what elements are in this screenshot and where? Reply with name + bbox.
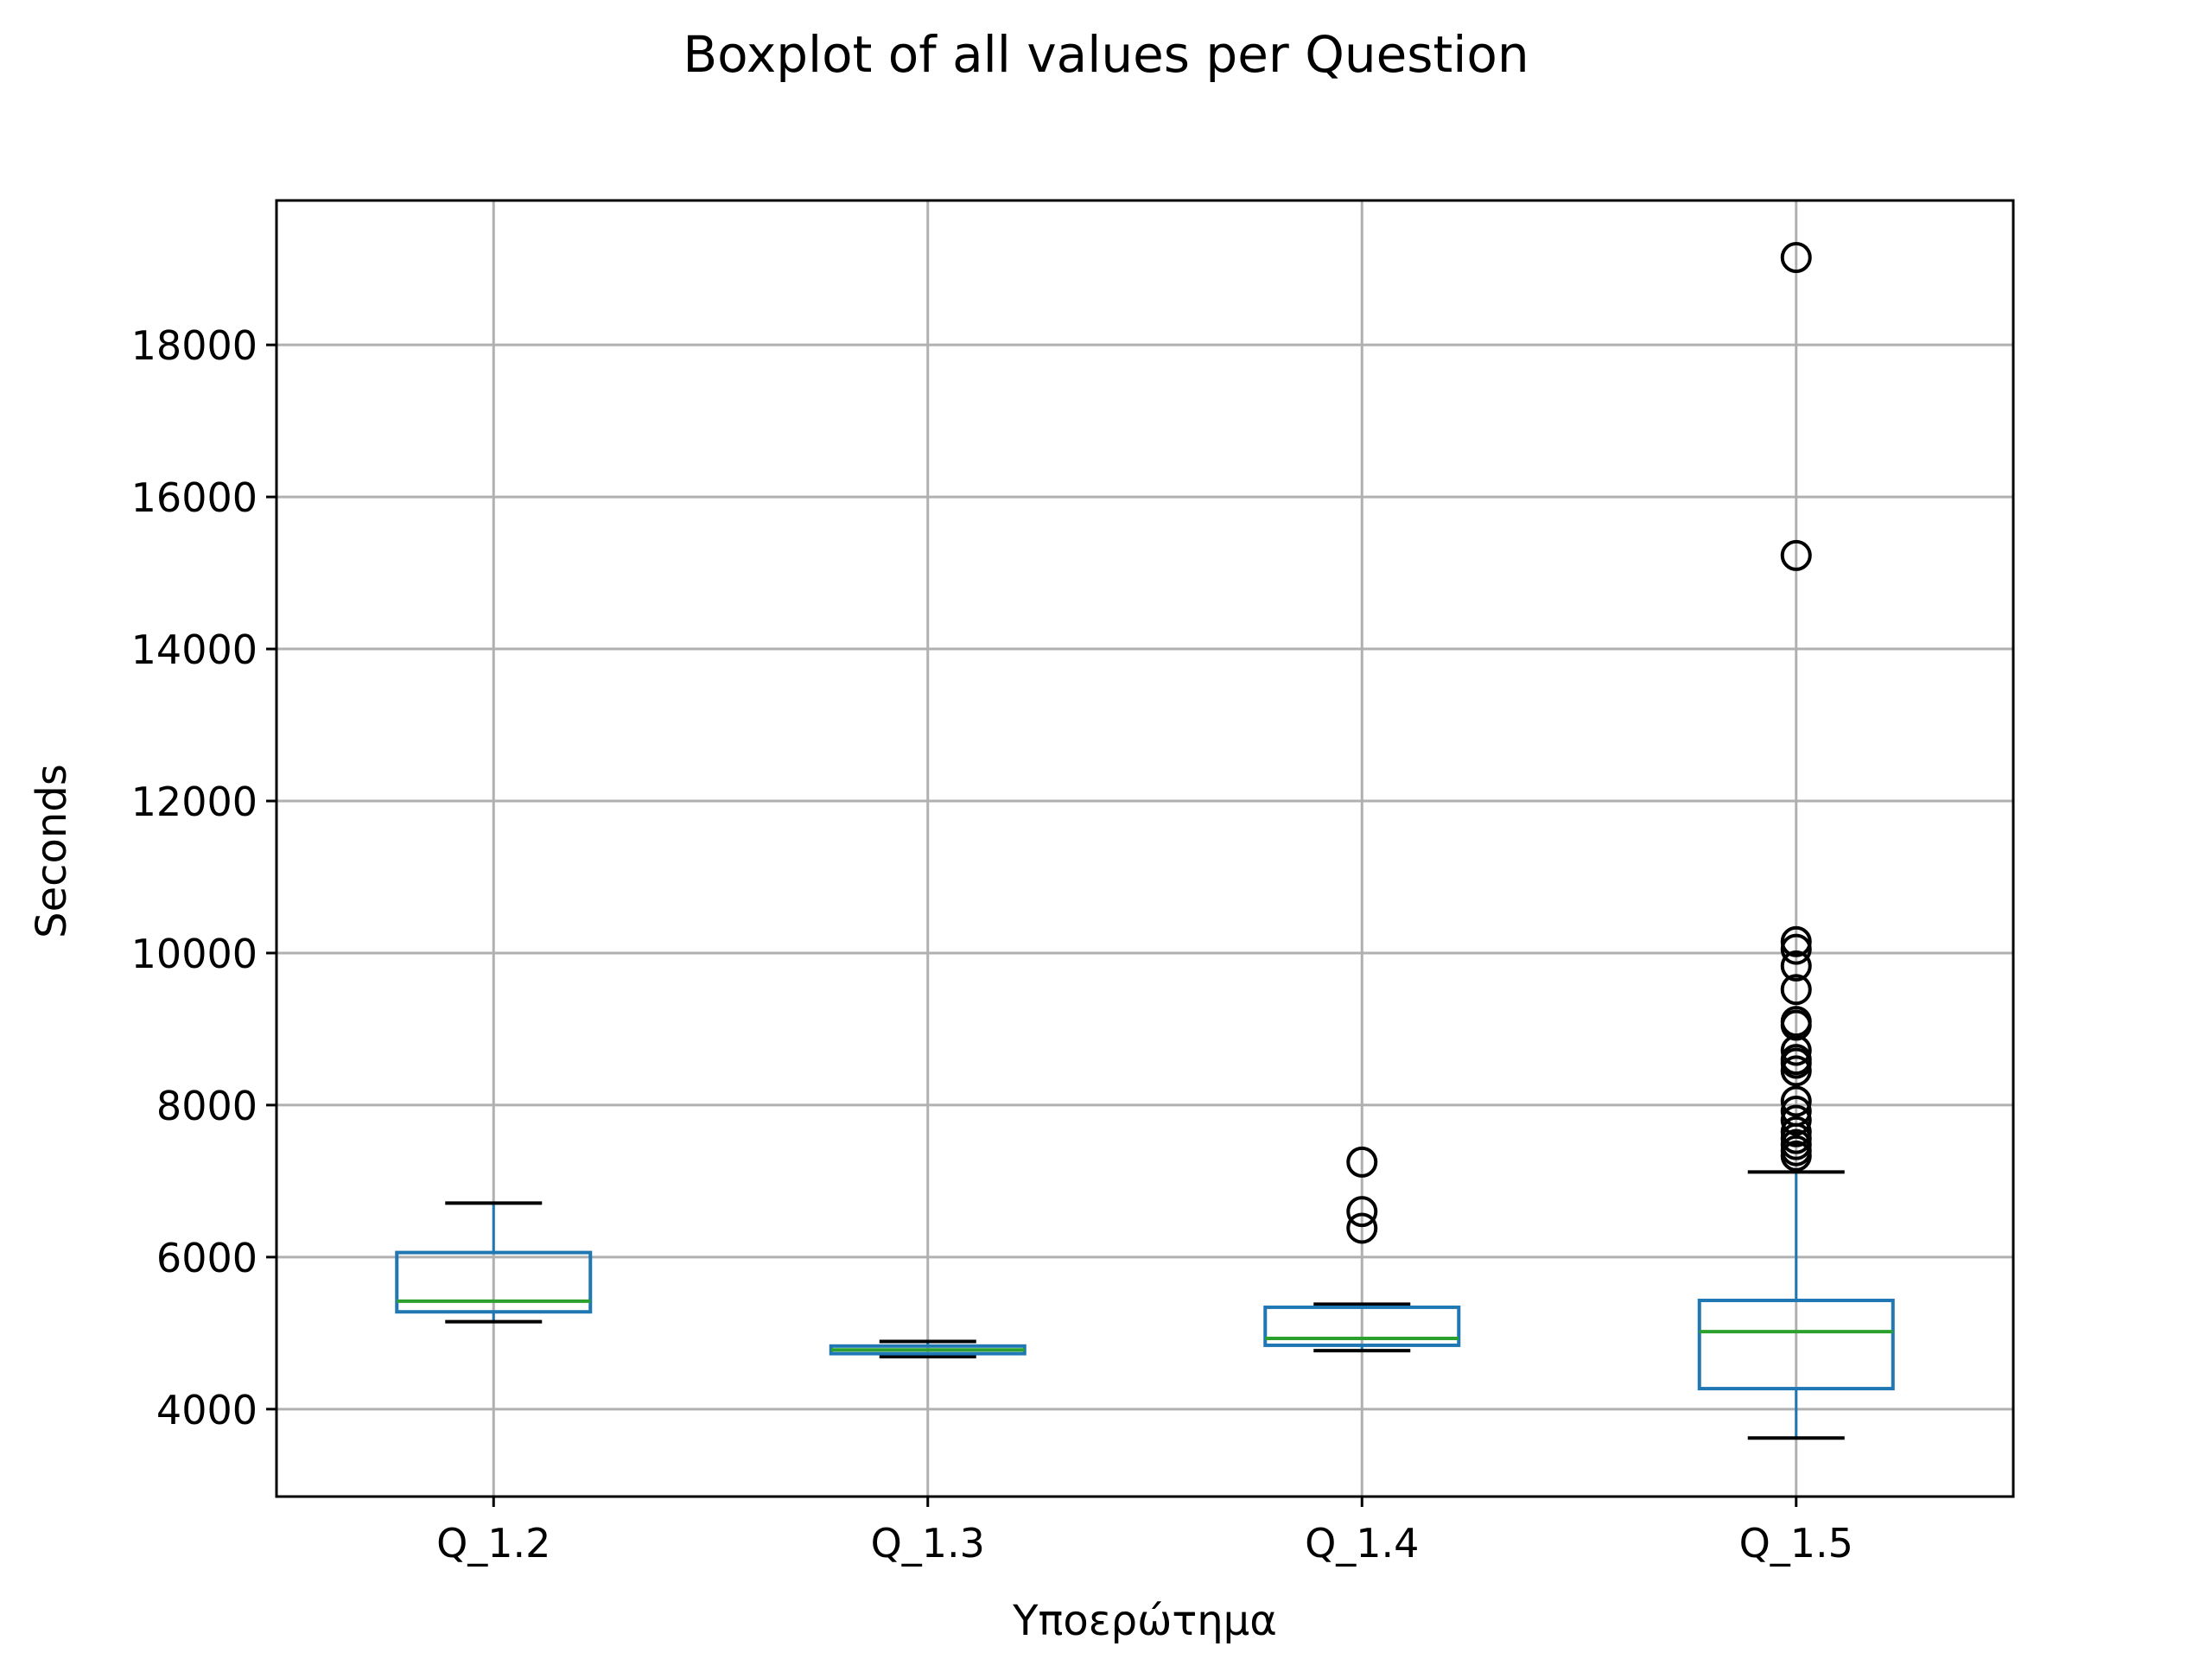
iqr-box [1697, 1299, 1895, 1391]
iqr-box [395, 1250, 593, 1314]
chart-title: Boxplot of all values per Question [683, 25, 1529, 84]
outlier-point [1780, 1044, 1812, 1076]
y-tick-label: 12000 [131, 779, 257, 825]
box-group [1697, 241, 1895, 1440]
iqr-box [1263, 1305, 1461, 1347]
grid-lines [276, 200, 2013, 1497]
outlier-point [1780, 1095, 1812, 1127]
y-axis-ticks: 4000 6000 8000 10000 12000 14000 16000 18000 [131, 322, 276, 1433]
outlier-point [1346, 1146, 1378, 1178]
y-tick-label: 14000 [131, 626, 257, 673]
outlier-point [1780, 1006, 1812, 1038]
y-tick-label: 8000 [156, 1083, 257, 1129]
box-group [395, 1201, 593, 1324]
y-tick-label: 10000 [131, 931, 257, 977]
x-tick-label: Q_1.5 [1739, 1520, 1853, 1567]
outlier-point [1780, 933, 1812, 965]
box-group [1263, 1146, 1461, 1353]
outlier-point [1780, 241, 1812, 273]
box-group [829, 1339, 1027, 1359]
y-tick-label: 16000 [131, 474, 257, 521]
y-tick-label: 4000 [156, 1387, 257, 1433]
x-tick-label: Q_1.3 [871, 1520, 985, 1567]
boxes [395, 241, 1895, 1440]
x-tick-label: Q_1.4 [1305, 1520, 1419, 1567]
outlier-point [1346, 1196, 1378, 1228]
x-axis-ticks: Q_1.2 Q_1.3 Q_1.4 Q_1.5 [436, 1497, 1853, 1567]
y-tick-label: 6000 [156, 1235, 257, 1281]
outlier-point [1780, 1104, 1812, 1136]
outlier-point [1780, 1085, 1812, 1117]
outlier-point [1780, 539, 1812, 571]
x-axis-label: Υποερώτημα [1012, 1597, 1277, 1645]
plot-frame [275, 199, 2015, 1498]
y-tick-label: 18000 [131, 322, 257, 369]
y-axis-label: Seconds [28, 764, 76, 938]
outlier-point [1780, 1116, 1812, 1147]
outlier-point [1780, 950, 1812, 982]
x-tick-label: Q_1.2 [436, 1520, 550, 1567]
outlier-point [1780, 974, 1812, 1006]
outlier-point [1780, 925, 1812, 957]
outlier-point [1346, 1212, 1378, 1244]
outlier-point [1780, 1055, 1812, 1087]
